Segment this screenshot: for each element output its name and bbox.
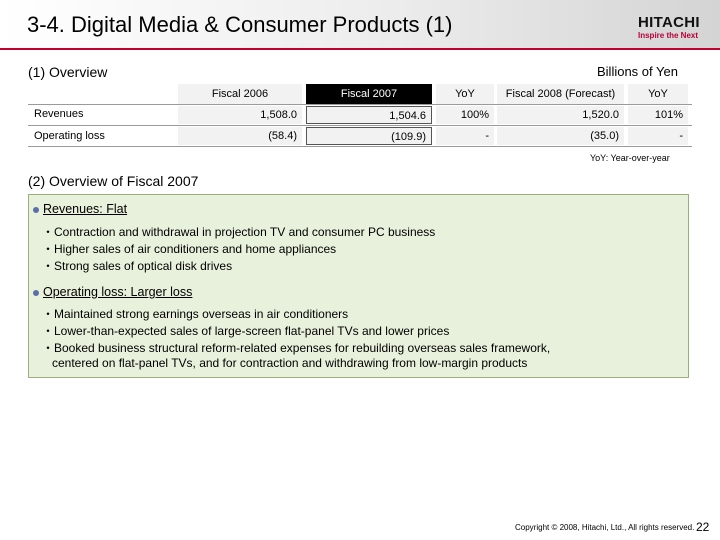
row-label-revenues: Revenues (34, 108, 84, 120)
logo-name: HITACHI (638, 14, 700, 31)
table-cell: 100% (436, 106, 494, 124)
bullet-operating-loss: Operating loss: Larger loss (33, 285, 192, 299)
bullet-line: ・Booked business structural reform-relat… (42, 341, 551, 355)
col-header-yoy-2007: YoY (436, 84, 494, 104)
bullet-line: ・Higher sales of air conditioners and ho… (42, 242, 337, 256)
col-header-yoy-2008: YoY (628, 84, 688, 104)
table-cell: (58.4) (178, 127, 302, 145)
units-label: Billions of Yen (597, 64, 678, 79)
table-cell: (35.0) (497, 127, 624, 145)
bullet-dot-icon (33, 289, 39, 296)
table-divider (28, 146, 692, 147)
title-divider (0, 48, 720, 50)
page-title: 3-4. Digital Media & Consumer Products (… (27, 12, 453, 37)
logo-tagline: Inspire the Next (638, 31, 699, 40)
col-header-fiscal-2008-forecast: Fiscal 2008 (Forecast) (497, 84, 624, 104)
table-cell: 1,508.0 (178, 106, 302, 124)
bullet-line: ・Strong sales of optical disk drives (42, 259, 233, 273)
table-divider (28, 125, 692, 126)
bullet-line: ・Contraction and withdrawal in projectio… (42, 225, 436, 239)
col-header-fiscal-2006: Fiscal 2006 (178, 84, 302, 104)
bullet-title: Revenues: Flat (43, 202, 128, 216)
bullet-dot-icon (33, 206, 39, 213)
table-cell: - (628, 127, 688, 145)
bullet-revenues: Revenues: Flat (33, 202, 127, 216)
table-cell: (109.9) (306, 127, 432, 145)
page-number: 22 (696, 520, 710, 534)
col-header-fiscal-2007: Fiscal 2007 (306, 84, 432, 104)
bullet-line: centered on flat-panel TVs, and for cont… (52, 356, 528, 370)
overview-heading: (1) Overview (28, 64, 108, 80)
bullet-line: ・Lower-than-expected sales of large-scre… (42, 324, 450, 338)
table-divider (28, 104, 692, 105)
table-cell: - (436, 127, 494, 145)
summary-box (28, 194, 689, 378)
fiscal-2007-heading: (2) Overview of Fiscal 2007 (28, 173, 199, 189)
table-cell: 1,520.0 (497, 106, 624, 124)
table-cell: 1,504.6 (306, 106, 432, 124)
hitachi-logo: HITACHI Inspire the Next (638, 15, 712, 41)
title-bar: 3-4. Digital Media & Consumer Products (… (0, 0, 720, 48)
table-cell: 101% (628, 106, 688, 124)
bullet-line: ・Maintained strong earnings overseas in … (42, 307, 349, 321)
yoy-note: YoY: Year-over-year (590, 153, 670, 163)
row-label-operating-loss: Operating loss (34, 130, 105, 142)
copyright: Copyright © 2008, Hitachi, Ltd., All rig… (515, 523, 695, 532)
bullet-title: Operating loss: Larger loss (43, 285, 193, 299)
